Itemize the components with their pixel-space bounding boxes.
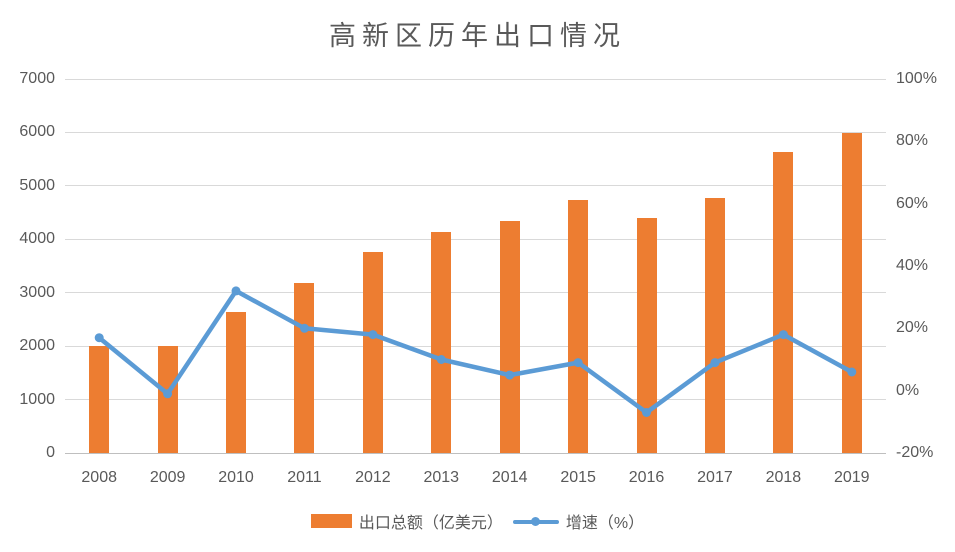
bar-series-swatch-icon [310, 514, 352, 528]
right-axis-tick-label: 20% [896, 319, 929, 337]
line-marker-2008 [94, 333, 104, 343]
line-marker-2012 [368, 330, 378, 340]
x-axis-tick-label: 2011 [287, 469, 322, 486]
right-axis-tick-label: 40% [896, 257, 929, 274]
right-axis-labels: -20% 0% 20% 40% 60% 80% 100% [896, 0, 955, 552]
bar-2012 [362, 252, 383, 453]
chart-title: 高新区历年出口情况 [329, 21, 626, 51]
x-axis-tick-label: 2012 [355, 469, 391, 486]
x-axis-line [65, 452, 886, 454]
gridline [65, 345, 886, 347]
x-axis-tick-label: 2018 [765, 469, 802, 486]
line-marker-2018 [778, 330, 788, 340]
left-axis-labels: 0 1000 2000 3000 4000 5000 6000 7000 [0, 0, 55, 552]
line-marker-2016 [642, 408, 651, 417]
x-axis-tick-label: 2013 [423, 469, 460, 486]
right-axis-tick-label: 80% [896, 132, 929, 150]
x-axis-tick-label: 2017 [697, 469, 733, 486]
line-marker-2010 [231, 286, 241, 296]
line-marker-2015 [573, 358, 583, 368]
gridline [65, 185, 886, 187]
legend-item-growth-rate: 增速（%） [512, 509, 645, 533]
x-axis-tick-label: 2016 [628, 469, 665, 486]
bar-2016 [636, 218, 657, 453]
gridline [65, 78, 886, 80]
left-axis-tick-label: 3000 [19, 283, 55, 301]
gridline [65, 131, 886, 133]
left-axis-tick-label: 2000 [19, 337, 55, 355]
legend-label-export-total: 出口总额（亿美元） [358, 515, 503, 532]
legend-item-export-total: 出口总额（亿美元） [310, 509, 503, 533]
gridline [65, 238, 886, 240]
right-axis-tick-label: 60% [896, 194, 929, 212]
bar-2015 [568, 200, 589, 453]
right-axis-tick-label: -20% [896, 444, 934, 461]
x-axis-tick-label: 2009 [149, 469, 186, 486]
bar-2009 [157, 346, 178, 453]
bar-2008 [89, 346, 110, 453]
legend-label-growth-rate: 增速（%） [565, 515, 645, 532]
x-axis-tick-label: 2019 [833, 469, 870, 486]
x-axis-labels: 2008 2009 2010 2011 2012 2013 2014 2015 2016 2017… [65, 468, 886, 490]
left-axis-tick-label: 7000 [19, 70, 55, 87]
line-marker-2019 [847, 367, 857, 377]
x-axis-tick-label: 2010 [218, 469, 254, 486]
bar-2013 [431, 232, 452, 453]
bar-2014 [499, 221, 520, 453]
bar-2010 [226, 312, 247, 453]
gridline [65, 292, 886, 294]
legend: 出口总额（亿美元） 增速（%） [0, 509, 955, 533]
line-marker-2011 [300, 323, 309, 333]
left-axis-tick-label: 1000 [19, 390, 55, 408]
left-axis-tick-label: 4000 [19, 230, 55, 248]
line-marker-2009 [163, 389, 173, 399]
left-axis-tick-label: 0 [46, 444, 55, 461]
bar-2019 [841, 133, 862, 453]
bar-2018 [773, 152, 794, 453]
right-axis-tick-label: 0% [896, 381, 920, 399]
right-axis-tick-label: 100% [896, 70, 937, 87]
x-axis-tick-label: 2015 [560, 469, 596, 486]
gridline [65, 399, 886, 401]
line-series [94, 286, 857, 417]
plot-area [65, 78, 886, 454]
x-axis-tick-label: 2014 [491, 469, 528, 486]
line-marker-2013 [436, 355, 446, 364]
left-axis-tick-label: 5000 [19, 176, 55, 194]
line-marker-2017 [710, 358, 720, 368]
x-axis-tick-label: 2008 [81, 469, 117, 486]
line-series-swatch-icon [512, 516, 559, 526]
growth-rate-line [96, 288, 855, 415]
bar-2017 [704, 198, 725, 453]
left-axis-tick-label: 6000 [19, 123, 55, 141]
line-marker-2014 [505, 370, 515, 380]
